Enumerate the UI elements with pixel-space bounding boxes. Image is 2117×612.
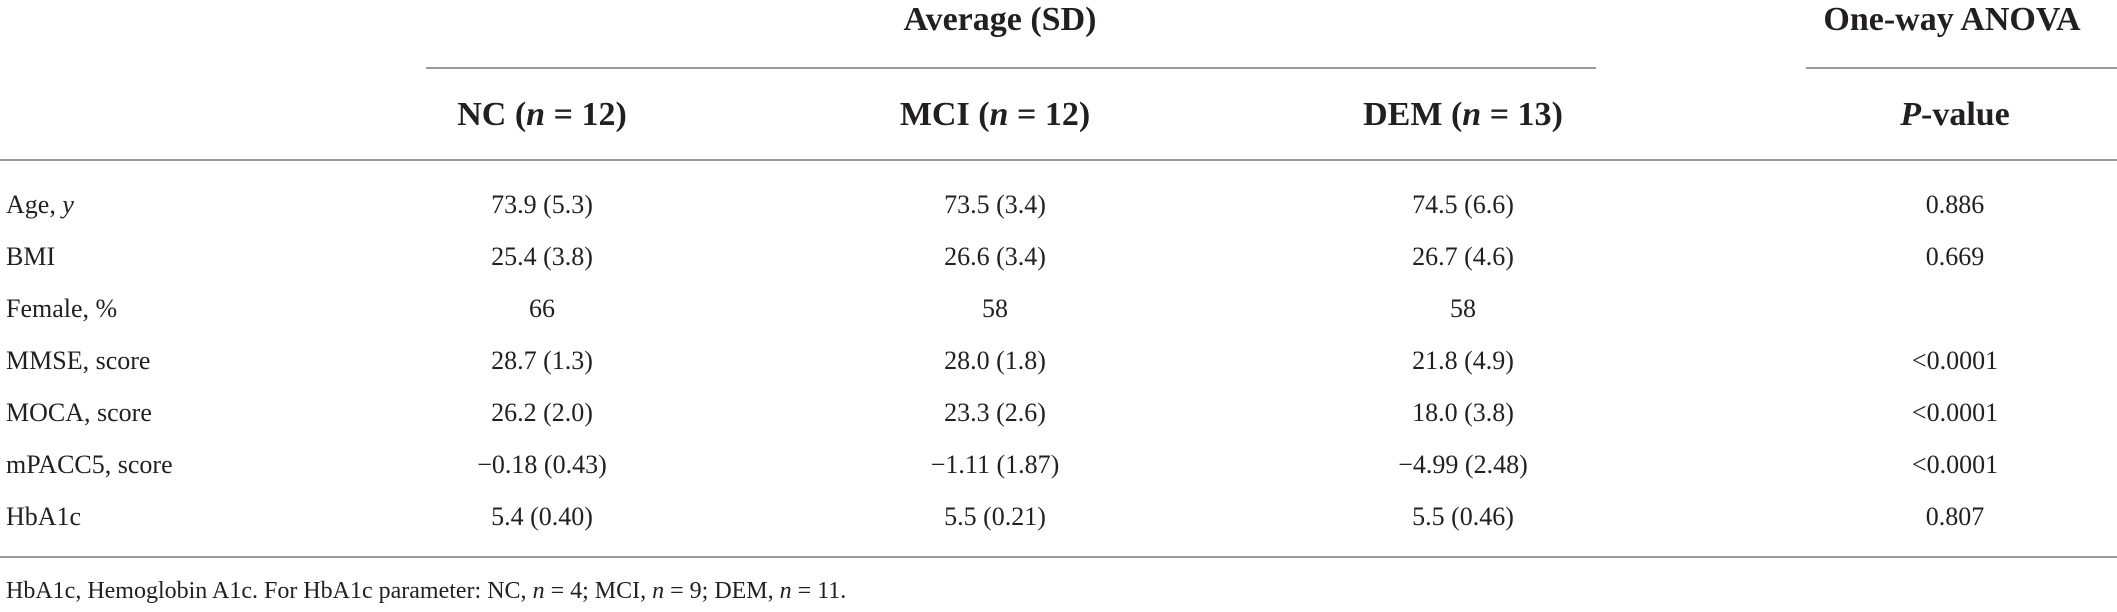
table-footnote: HbA1c, Hemoglobin A1c. For HbA1c paramet…	[6, 578, 847, 604]
group-rule-average	[426, 67, 1596, 69]
cell-p-value: <0.0001	[1911, 398, 1999, 427]
bottom-rule	[0, 556, 2117, 558]
cell-dem: 5.5 (0.46)	[1412, 502, 1514, 531]
cell-nc: 73.9 (5.3)	[491, 190, 593, 219]
cell-p-value: 0.886	[1925, 190, 1985, 219]
cell-mci: 73.5 (3.4)	[944, 190, 1046, 219]
cell-dem: 74.5 (6.6)	[1412, 190, 1514, 219]
cell-nc: 28.7 (1.3)	[491, 346, 593, 375]
cell-dem: 58	[1450, 294, 1476, 323]
group-rule-anova	[1806, 67, 2117, 69]
row-label: Age, y	[6, 190, 74, 219]
cell-mci: 26.6 (3.4)	[944, 242, 1046, 271]
cell-nc: 26.2 (2.0)	[491, 398, 593, 427]
cell-dem: 26.7 (4.6)	[1412, 242, 1514, 271]
cell-nc: 66	[529, 294, 555, 323]
header-rule	[0, 159, 2117, 161]
column-header-mci: MCI (n = 12)	[899, 96, 1091, 133]
cell-mci: −1.11 (1.87)	[930, 450, 1060, 479]
row-label: MMSE, score	[6, 346, 151, 375]
cell-dem: 18.0 (3.8)	[1412, 398, 1514, 427]
cell-p-value: 0.669	[1925, 242, 1985, 271]
cell-dem: 21.8 (4.9)	[1412, 346, 1514, 375]
column-header-dem: DEM (n = 13)	[1363, 96, 1563, 133]
row-label: Female, %	[6, 294, 118, 323]
cell-p-value: <0.0001	[1911, 450, 1999, 479]
row-label: MOCA, score	[6, 398, 152, 427]
row-label: HbA1c	[6, 502, 82, 531]
row-label: BMI	[6, 242, 56, 271]
cell-mci: 28.0 (1.8)	[944, 346, 1046, 375]
cell-nc: −0.18 (0.43)	[477, 450, 607, 479]
cell-nc: 5.4 (0.40)	[491, 502, 593, 531]
cell-nc: 25.4 (3.8)	[491, 242, 593, 271]
row-label: mPACC5, score	[6, 450, 173, 479]
group-header-anova: One-way ANOVA	[1823, 1, 2081, 38]
group-header-average: Average (SD)	[903, 1, 1097, 38]
cell-mci: 23.3 (2.6)	[944, 398, 1046, 427]
cell-p-value: <0.0001	[1911, 346, 1999, 375]
cell-p-value: 0.807	[1925, 502, 1985, 531]
cell-mci: 58	[982, 294, 1008, 323]
column-header-p-value: P-value	[1900, 96, 2010, 133]
cell-dem: −4.99 (2.48)	[1398, 450, 1528, 479]
column-header-nc: NC (n = 12)	[457, 96, 627, 133]
cell-mci: 5.5 (0.21)	[944, 502, 1046, 531]
